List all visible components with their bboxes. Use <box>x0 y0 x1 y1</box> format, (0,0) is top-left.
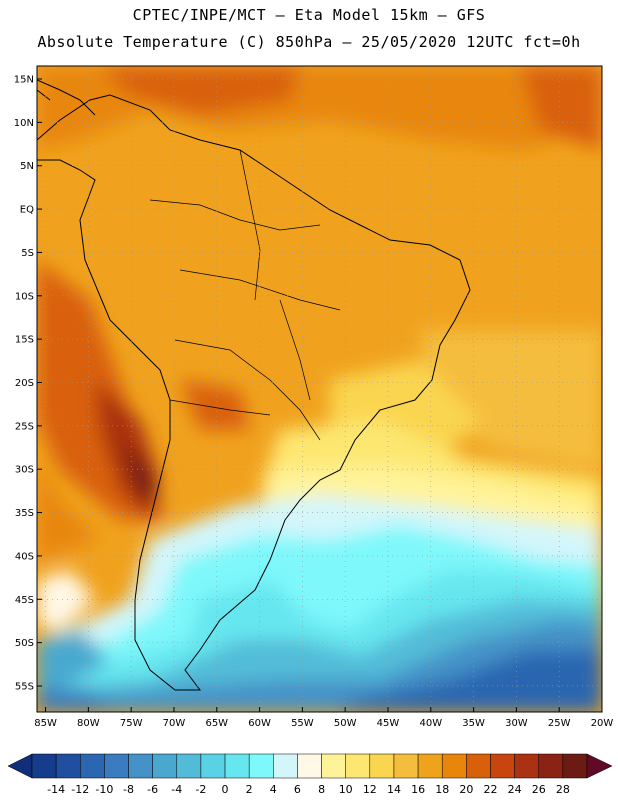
colorbar-label: -12 <box>71 783 89 796</box>
map-title-line1: CPTEC/INPE/MCT – Eta Model 15km – GFS <box>132 6 486 24</box>
colorbar-swatch <box>31 753 57 779</box>
colorbar-swatch <box>224 753 250 779</box>
colorbar-swatch <box>490 753 515 779</box>
colorbar-swatch <box>538 753 564 779</box>
lon-label: 20W <box>591 718 614 729</box>
lon-label: 70W <box>163 718 186 729</box>
colorbar-label: -2 <box>195 783 206 796</box>
lat-label: 5S <box>21 248 34 259</box>
lat-label: 50S <box>15 638 34 649</box>
lon-label: 75W <box>120 718 143 729</box>
colorbar-swatch <box>80 753 105 779</box>
colorbar-swatch <box>321 753 346 779</box>
map-frame <box>36 65 603 713</box>
colorbar-swatch <box>562 753 588 779</box>
colorbar-swatch <box>152 753 178 779</box>
colorbar-over-arrow <box>586 753 613 779</box>
colorbar: -14 -12 -10 -8 -6 -4 -2 0 2 4 6 8 10 12 14 16 18 20 22 24 26… <box>7 753 613 796</box>
latitude-ticks: 15N 10N 5N EQ 5S 10S 15S 20S 25S 30S 35S 40S 45S 50S 5… <box>14 75 42 692</box>
colorbar-label: 10 <box>339 783 353 796</box>
grid <box>37 66 602 712</box>
colorbar-swatch <box>393 753 419 779</box>
lat-label: 15N <box>14 75 34 86</box>
lat-label: 40S <box>15 551 34 562</box>
lon-label: 50W <box>334 718 357 729</box>
colorbar-label: -4 <box>171 783 182 796</box>
colorbar-label: 12 <box>363 783 377 796</box>
colorbar-label: 28 <box>556 783 570 796</box>
colorbar-label: -10 <box>95 783 113 796</box>
lon-label: 55W <box>291 718 314 729</box>
colorbar-label: 6 <box>294 783 301 796</box>
map-title-line2: Absolute Temperature (C) 850hPa – 25/05/… <box>37 33 581 51</box>
lat-label: 45S <box>15 595 34 606</box>
lat-label: 55S <box>15 681 34 692</box>
colorbar-swatch <box>345 753 371 779</box>
colorbar-label: 20 <box>459 783 473 796</box>
colorbar-label: 4 <box>270 783 277 796</box>
lat-label: 35S <box>15 508 34 519</box>
colorbar-swatch <box>466 753 491 779</box>
colorbar-swatch <box>248 753 274 779</box>
lon-label: 25W <box>548 718 571 729</box>
lon-label: 85W <box>34 718 57 729</box>
temperature-field <box>37 66 602 712</box>
colorbar-swatch <box>514 753 539 779</box>
colorbar-label: 8 <box>318 783 325 796</box>
colorbar-label: -14 <box>47 783 65 796</box>
lon-label: 60W <box>248 718 271 729</box>
colorbar-label: 18 <box>435 783 449 796</box>
lon-label: 35W <box>462 718 485 729</box>
colorbar-label: 14 <box>387 783 401 796</box>
lon-label: 40W <box>419 718 442 729</box>
longitude-ticks: 85W 80W 75W 70W 65W 60W 55W 50W 45W 40W 35W 30W 25W 2… <box>34 707 613 729</box>
colorbar-label: 0 <box>222 783 229 796</box>
lat-label: 10S <box>15 291 34 302</box>
colorbar-swatch <box>176 753 202 779</box>
lat-label: 5N <box>20 161 34 172</box>
lat-label: 20S <box>15 378 34 389</box>
colorbar-under-arrow <box>7 753 33 779</box>
lon-label: 65W <box>205 718 228 729</box>
lat-label: 10N <box>14 118 34 129</box>
lat-label: EQ <box>20 205 34 216</box>
colorbar-swatch <box>417 753 443 779</box>
lon-label: 45W <box>377 718 400 729</box>
lon-label: 30W <box>505 718 528 729</box>
country-borders <box>149 149 341 441</box>
lat-label: 25S <box>15 421 34 432</box>
colorbar-label: 16 <box>411 783 425 796</box>
colorbar-label: 24 <box>508 783 522 796</box>
colorbar-swatch <box>128 753 153 779</box>
colorbar-label: -8 <box>123 783 134 796</box>
colorbar-swatch <box>104 753 129 779</box>
colorbar-swatch <box>200 753 226 779</box>
colorbar-swatch <box>55 753 81 779</box>
colorbar-swatch <box>369 753 395 779</box>
lat-label: 30S <box>15 465 34 476</box>
lon-label: 80W <box>77 718 100 729</box>
colorbar-label: -6 <box>147 783 158 796</box>
colorbar-label: 26 <box>532 783 546 796</box>
colorbar-swatch <box>297 753 322 779</box>
lat-label: 15S <box>15 335 34 346</box>
colorbar-label: 22 <box>483 783 497 796</box>
colorbar-label: 2 <box>246 783 253 796</box>
colorbar-swatch <box>273 753 298 779</box>
colorbar-swatch <box>441 753 467 779</box>
